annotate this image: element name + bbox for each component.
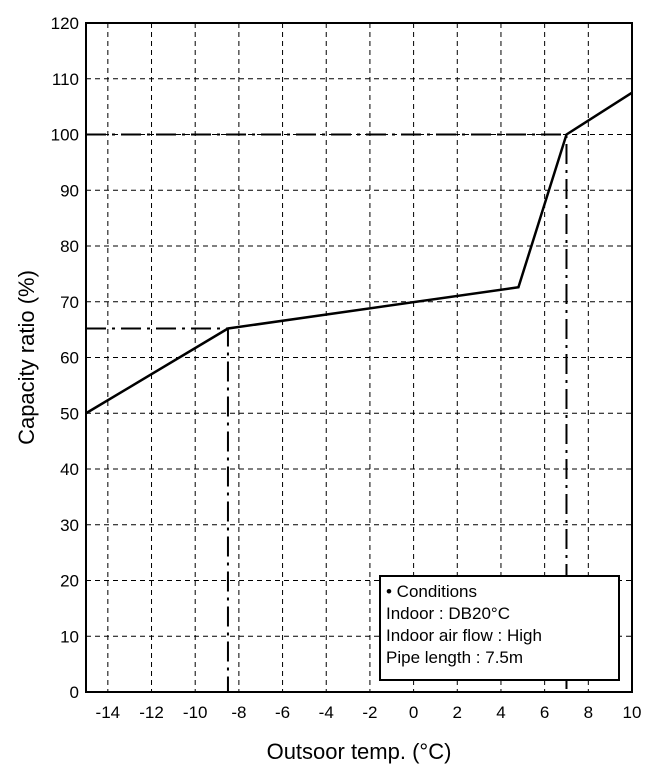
x-tick-label: 2 xyxy=(453,703,462,722)
x-tick-label: -10 xyxy=(183,703,208,722)
y-tick-label: 0 xyxy=(70,683,79,702)
x-tick-label: -4 xyxy=(319,703,334,722)
y-tick-label: 20 xyxy=(60,572,79,591)
y-tick-label: 70 xyxy=(60,293,79,312)
y-tick-labels: 0 10 20 30 40 50 60 70 80 90 100 110 120 xyxy=(51,14,79,702)
y-tick-label: 90 xyxy=(60,181,79,200)
x-tick-label: -6 xyxy=(275,703,290,722)
y-tick-label: 120 xyxy=(51,14,79,33)
plot-frame xyxy=(85,22,633,693)
y-tick-label: 60 xyxy=(60,349,79,368)
x-tick-label: 6 xyxy=(540,703,549,722)
y-tick-label: 80 xyxy=(60,237,79,256)
reference-line xyxy=(86,133,568,692)
y-axis-title: Capacity ratio (%) xyxy=(14,270,39,445)
y-tick-label: 110 xyxy=(52,70,79,89)
y-tick-label: 10 xyxy=(60,627,79,646)
x-tick-labels: -14 -12 -10 -8 -6 -4 -2 0 2 4 6 8 10 xyxy=(96,703,642,722)
legend-line: Indoor air flow : High xyxy=(386,626,542,645)
x-tick-label: 8 xyxy=(584,703,593,722)
legend-line: Pipe length : 7.5m xyxy=(386,648,523,667)
x-tick-label: 10 xyxy=(623,703,642,722)
x-tick-label: 0 xyxy=(409,703,418,722)
legend-line: • Conditions xyxy=(386,582,477,601)
y-tick-label: 50 xyxy=(60,404,79,423)
x-axis-title: Outsoor temp. (°C) xyxy=(267,739,452,764)
x-tick-label: -12 xyxy=(139,703,164,722)
capacity-ratio-line xyxy=(85,91,633,415)
series xyxy=(85,91,633,415)
x-tick-label: -8 xyxy=(231,703,246,722)
x-tick-label: -2 xyxy=(362,703,377,722)
x-tick-label: 4 xyxy=(496,703,505,722)
y-tick-label: 30 xyxy=(60,516,79,535)
reference-line xyxy=(86,327,229,692)
y-tick-label: 100 xyxy=(51,126,79,145)
x-tick-label: -14 xyxy=(96,703,121,722)
y-tick-label: 40 xyxy=(60,460,79,479)
legend-line: Indoor : DB20°C xyxy=(386,604,510,623)
legend-box xyxy=(379,575,620,681)
conditions-legend: • Conditions Indoor : DB20°C Indoor air … xyxy=(379,575,620,681)
